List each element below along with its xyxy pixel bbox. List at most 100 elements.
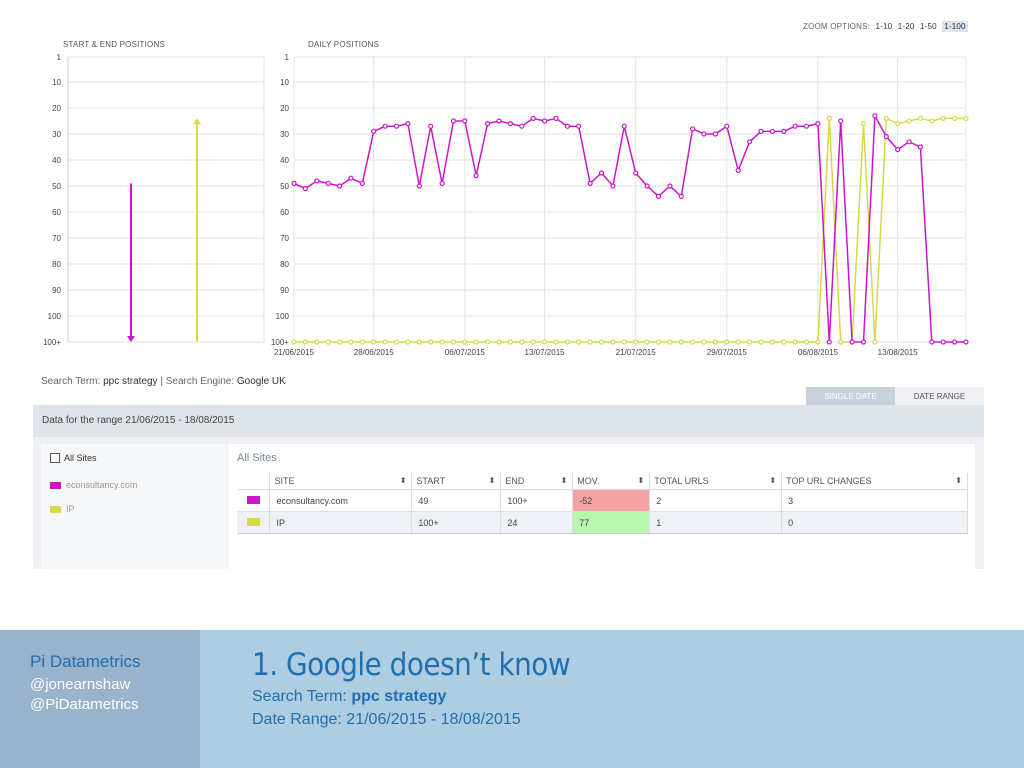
- zoom-label: ZOOM OPTIONS:: [803, 22, 871, 31]
- daily-data-point: [906, 139, 912, 145]
- tab-single-date[interactable]: SINGLE DATE: [806, 387, 895, 405]
- charts-svg: 1 10 20 30 40 50 60 70 80 90 100 100+ 1 10 20 30 40 50 60 7…: [43, 53, 969, 357]
- cell-total-urls: 1: [649, 511, 783, 534]
- daily-data-point: [382, 339, 388, 345]
- site-color-swatch: [246, 495, 260, 504]
- zoom-option-1-20[interactable]: 1-20: [897, 22, 915, 31]
- daily-x-tick-label: 06/08/2015: [798, 348, 839, 357]
- sort-icon[interactable]: ⬍: [488, 476, 496, 485]
- daily-data-point: [951, 339, 958, 345]
- sidebar-item-ip[interactable]: IP: [50, 504, 75, 514]
- tab-date-range[interactable]: DATE RANGE: [895, 387, 984, 405]
- sort-icon[interactable]: ⬍: [399, 476, 407, 485]
- table-row[interactable]: econsultancy.com 49 100+ -52 2 3: [237, 489, 968, 512]
- zoom-option-1-50[interactable]: 1-50: [919, 22, 937, 31]
- daily-data-point: [610, 183, 616, 189]
- all-sites-label: All Sites: [64, 453, 97, 463]
- daily-data-point: [371, 339, 377, 345]
- sidebar-item-econsultancy[interactable]: econsultancy.com: [50, 480, 137, 490]
- search-engine-label: Search Engine:: [165, 376, 235, 387]
- range-label: Data for the range 21/06/2015 - 18/08/20…: [42, 415, 235, 426]
- daily-data-point: [735, 167, 741, 173]
- footer-search-term-value: ppc strategy: [351, 688, 447, 705]
- all-sites-filter[interactable]: All Sites: [50, 453, 97, 463]
- header-mov[interactable]: MOV. ⬍: [572, 473, 651, 490]
- daily-data-point: [701, 131, 707, 137]
- left-y-tick-label: 80: [52, 260, 61, 269]
- cell-end: 100+: [500, 489, 574, 512]
- daily-y-tick-label: 20: [280, 104, 289, 113]
- daily-data-point: [803, 339, 810, 345]
- zoom-option-1-100[interactable]: 1-100: [942, 21, 968, 32]
- daily-data-point: [530, 115, 536, 122]
- daily-x-tick-label: 29/07/2015: [707, 348, 748, 357]
- cell-end: 24: [500, 511, 574, 534]
- footer-right-band: [200, 630, 1024, 768]
- daily-data-point: [314, 339, 320, 345]
- table-row[interactable]: IP 100+ 24 77 1 0: [237, 511, 968, 534]
- left-y-tick-label: 100: [48, 312, 62, 321]
- ip-swatch: [50, 505, 61, 513]
- left-y-tick-label: 90: [52, 286, 61, 295]
- daily-data-point: [746, 339, 753, 345]
- daily-x-tick-label: 06/07/2015: [445, 348, 486, 357]
- header-top-url-changes[interactable]: TOP URL CHANGES ⬍: [781, 473, 968, 490]
- footer-date-range: Date Range: 21/06/2015 - 18/08/2015: [252, 711, 521, 729]
- daily-data-point: [519, 123, 525, 129]
- daily-data-point: [655, 339, 662, 345]
- daily-data-point: [325, 339, 331, 345]
- header-top-url-changes-label: TOP URL CHANGES: [786, 476, 872, 486]
- position-arrow-head: [193, 118, 201, 125]
- header-end[interactable]: END ⬍: [500, 473, 574, 490]
- sort-icon[interactable]: ⬍: [560, 476, 568, 485]
- sort-icon[interactable]: ⬍: [637, 476, 645, 485]
- daily-data-point: [883, 115, 889, 122]
- daily-data-point: [963, 115, 969, 122]
- footer-date-range-label: Date Range:: [252, 711, 342, 728]
- daily-data-point: [291, 339, 297, 345]
- daily-data-point: [712, 339, 719, 345]
- all-sites-checkbox[interactable]: [50, 453, 60, 463]
- daily-data-point: [633, 170, 639, 176]
- daily-data-point: [621, 123, 627, 129]
- left-y-tick-label: 50: [52, 182, 61, 191]
- row-swatch-cell: [237, 489, 271, 512]
- cell-mov: 77: [572, 511, 651, 534]
- daily-data-point: [598, 170, 605, 176]
- daily-data-point: [359, 180, 365, 186]
- header-site[interactable]: SITE ⬍: [269, 473, 413, 490]
- daily-data-point: [485, 120, 491, 127]
- daily-data-point: [667, 339, 673, 345]
- daily-data-point: [667, 183, 673, 189]
- daily-data-point: [724, 339, 730, 345]
- sort-icon[interactable]: ⬍: [769, 476, 777, 485]
- left-y-tick-label: 1: [57, 53, 62, 62]
- daily-x-tick-label: 21/07/2015: [616, 348, 657, 357]
- daily-data-point: [541, 118, 548, 124]
- daily-data-point: [940, 115, 946, 122]
- daily-data-point: [462, 339, 468, 345]
- row-swatch-cell: [237, 511, 271, 534]
- daily-data-point: [872, 113, 878, 119]
- daily-data-point: [860, 120, 867, 127]
- header-start[interactable]: START ⬍: [411, 473, 502, 490]
- header-site-label: SITE: [274, 476, 295, 486]
- site-filter-panel: [41, 444, 227, 569]
- daily-x-tick-label: 28/06/2015: [354, 348, 395, 357]
- daily-data-point: [769, 339, 776, 345]
- daily-data-point: [587, 180, 593, 186]
- daily-y-tick-label: 1: [285, 53, 290, 62]
- daily-data-point: [701, 339, 707, 345]
- daily-data-point: [382, 123, 388, 129]
- daily-data-point: [655, 193, 662, 199]
- daily-data-point: [917, 144, 924, 150]
- zoom-option-1-10[interactable]: 1-10: [875, 22, 893, 31]
- sort-icon[interactable]: ⬍: [955, 476, 962, 485]
- daily-data-point: [917, 115, 924, 122]
- daily-data-point: [644, 183, 650, 189]
- daily-data-point: [689, 339, 696, 345]
- daily-data-point: [940, 339, 946, 345]
- header-total-urls[interactable]: TOTAL URLS ⬍: [649, 473, 783, 490]
- daily-data-point: [348, 175, 354, 181]
- position-arrow-head: [127, 336, 135, 342]
